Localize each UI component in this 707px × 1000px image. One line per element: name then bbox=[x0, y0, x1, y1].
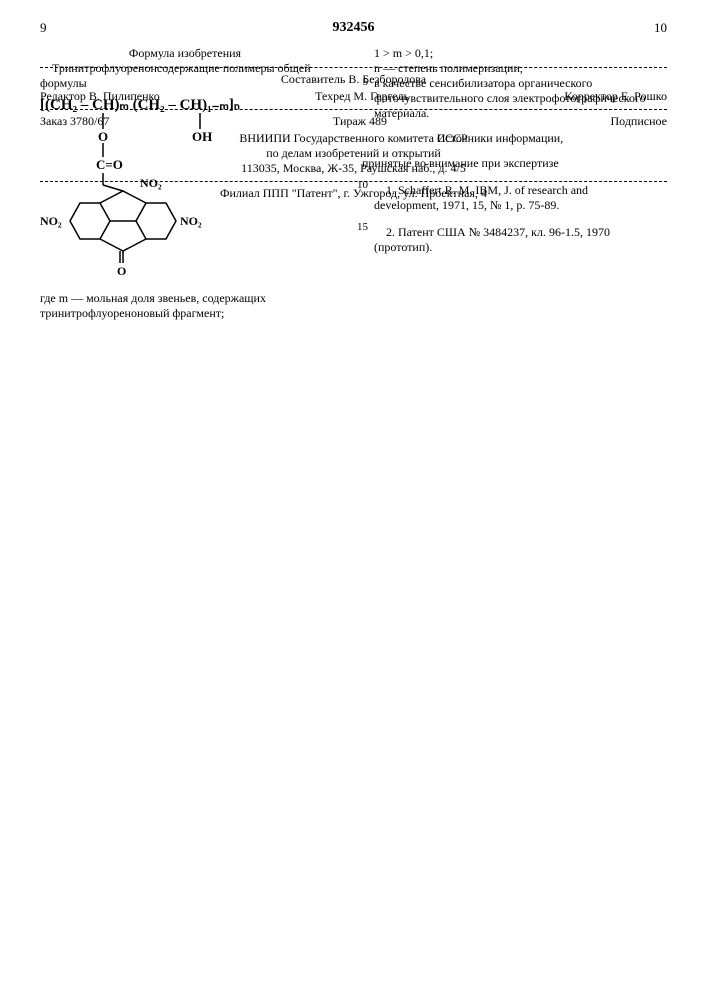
footer-block: Составитель В. Безбородова Редактор В. П… bbox=[40, 62, 667, 201]
where-clause: где m — мольная доля звеньев, содержащих… bbox=[40, 291, 330, 321]
page-num-left: 9 bbox=[40, 20, 47, 36]
footer-corrector: Корректор Е. Рошко bbox=[564, 89, 667, 104]
formula-title: Формула изобретения bbox=[40, 46, 330, 61]
chem-ring-o: O bbox=[117, 264, 126, 278]
patent-number: 932456 bbox=[333, 20, 375, 36]
footer-tirazh: Тираж 489 bbox=[333, 114, 387, 129]
footer-org2: по делам изобретений и открытий bbox=[40, 146, 667, 161]
page-num-right: 10 bbox=[654, 20, 667, 36]
footer-branch: Филиал ППП "Патент", г. Ужгород, ул. Про… bbox=[40, 186, 667, 201]
footer-podpisnoe: Подписное bbox=[611, 114, 668, 129]
footer-editor: Редактор В. Пилипенко bbox=[40, 89, 160, 104]
footer-compiler: Составитель В. Безбородова bbox=[40, 72, 667, 87]
chem-no2-left: NO₂ bbox=[40, 214, 62, 228]
footer-order: Заказ 3780/67 bbox=[40, 114, 109, 129]
line-marker-15: 15 bbox=[350, 221, 368, 235]
fluorenone-rings bbox=[70, 191, 176, 263]
chem-no2-right: NO₂ bbox=[180, 214, 202, 228]
footer-techred: Техред М. Гергель bbox=[315, 89, 409, 104]
footer-org1: ВНИИПИ Государственного комитета СССР bbox=[40, 131, 667, 146]
reference-2: 2. Патент США № 3484237, кл. 96-1.5, 197… bbox=[374, 225, 650, 255]
condition-text: 1 > m > 0,1; bbox=[374, 46, 650, 61]
footer-address: 113035, Москва, Ж-35, Раушская наб., д. … bbox=[40, 161, 667, 176]
